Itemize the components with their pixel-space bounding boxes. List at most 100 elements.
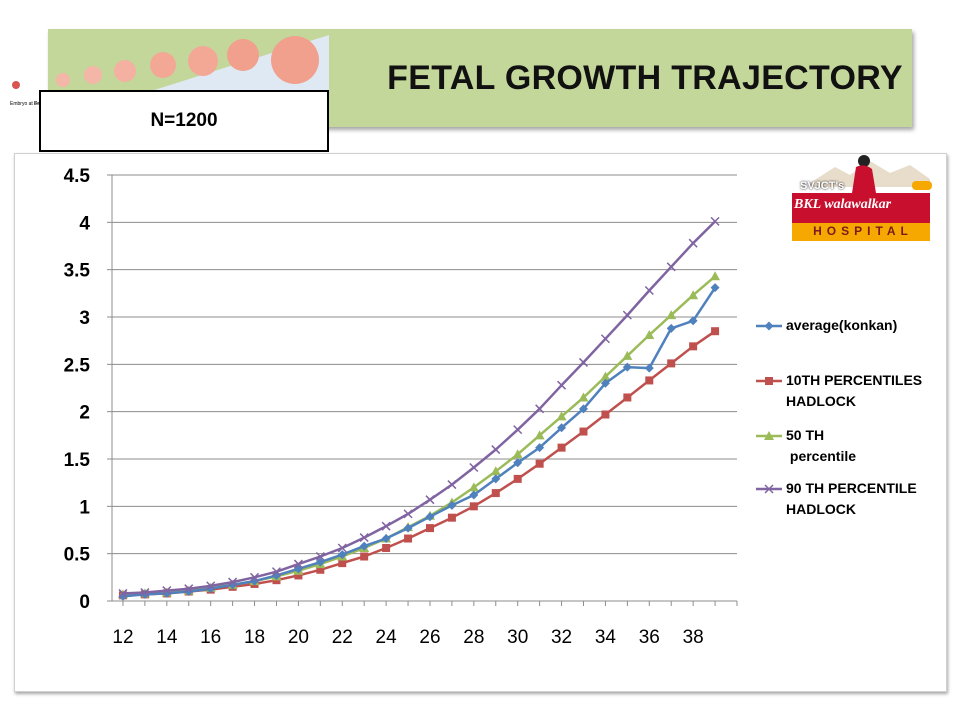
- data-point: [623, 393, 632, 402]
- sample-size-box: N=1200: [39, 90, 329, 152]
- data-point: [382, 543, 391, 552]
- data-point-stroke: [447, 480, 457, 490]
- data-point: [294, 571, 303, 580]
- data-point-stroke: [764, 484, 774, 494]
- data-point-stroke: [622, 310, 632, 320]
- data-point-stroke: [206, 581, 216, 591]
- data-point: [534, 430, 545, 440]
- data-point: [447, 480, 457, 490]
- data-point: [765, 377, 773, 385]
- x-tick-label: 32: [551, 627, 572, 648]
- data-point: [468, 482, 479, 492]
- data-point: [666, 310, 677, 320]
- data-point: [600, 334, 610, 344]
- data-point: [513, 458, 523, 468]
- data-point: [359, 541, 369, 551]
- data-point: [512, 449, 523, 459]
- data-point: [535, 459, 544, 468]
- x-tick-label: 12: [112, 627, 133, 648]
- y-tick-label: 0: [79, 592, 90, 613]
- series-p90: [118, 216, 720, 598]
- data-point: [403, 523, 413, 533]
- data-point-stroke: [491, 445, 501, 455]
- data-point-stroke: [184, 584, 194, 594]
- data-point: [293, 559, 303, 569]
- data-point-stroke: [425, 495, 435, 505]
- legend-key: [756, 377, 782, 385]
- data-point: [315, 557, 325, 567]
- data-point: [404, 534, 413, 543]
- data-point-stroke: [315, 551, 325, 562]
- data-point: [710, 271, 721, 281]
- series-line: [122, 275, 716, 596]
- chart-panel: [14, 153, 947, 692]
- x-tick-label: 38: [683, 627, 704, 648]
- data-point: [337, 543, 347, 553]
- image-caption-1: Embryo at 8 weeks: [10, 101, 53, 107]
- x-tick-label: 20: [288, 627, 309, 648]
- sample-size-label: N=1200: [150, 110, 218, 131]
- data-point-stroke: [666, 262, 676, 272]
- logo-text-line1: SVJCT's: [800, 180, 845, 192]
- legend-label: average(konkan): [786, 317, 898, 333]
- data-point: [359, 533, 369, 543]
- series-line: [122, 220, 716, 595]
- data-point-stroke: [688, 238, 698, 248]
- logo-text-line3: HOSPITAL: [813, 224, 913, 238]
- y-tick-label: 4.5: [64, 166, 91, 187]
- data-point: [764, 321, 774, 331]
- data-point: [578, 357, 589, 367]
- y-tick-label: 3: [79, 308, 90, 329]
- data-point: [556, 411, 567, 421]
- data-point: [447, 513, 456, 522]
- hospital-logo-graphic: [792, 155, 932, 241]
- data-point: [644, 329, 655, 339]
- data-point: [447, 500, 457, 510]
- data-point: [557, 443, 566, 452]
- data-point: [271, 567, 282, 577]
- y-tick-label: 2: [79, 403, 90, 424]
- data-point: [666, 323, 676, 333]
- x-tick-label: 28: [463, 627, 484, 648]
- data-point: [250, 572, 260, 582]
- data-point-stroke: [469, 462, 479, 473]
- data-point: [645, 376, 654, 385]
- x-tick-label: 14: [156, 627, 178, 648]
- data-point-stroke: [118, 588, 128, 598]
- data-point: [710, 283, 720, 293]
- data-point: [425, 495, 435, 505]
- chart-axes: [107, 174, 738, 606]
- y-tick-label: 4: [79, 213, 90, 234]
- data-point: [688, 238, 698, 248]
- data-point: [337, 550, 347, 560]
- data-point: [622, 310, 632, 320]
- x-tick-label: 36: [639, 627, 660, 648]
- data-point: [666, 262, 676, 272]
- data-point-stroke: [162, 586, 172, 596]
- data-point: [710, 216, 720, 226]
- x-tick-label: 30: [507, 627, 528, 648]
- data-point: [688, 290, 699, 300]
- chart-series: [117, 216, 721, 601]
- series-line: [122, 287, 717, 598]
- data-point: [578, 392, 589, 402]
- legend-label: 10TH PERCENTILES HADLOCK: [786, 372, 923, 409]
- data-point: [644, 285, 654, 296]
- data-point: [622, 362, 632, 372]
- x-tick-label: 18: [244, 627, 265, 648]
- data-point: [403, 509, 413, 519]
- y-tick-label: 3.5: [64, 261, 91, 282]
- legend-key: [756, 431, 782, 440]
- data-point: [469, 502, 478, 511]
- data-point-stroke: [578, 357, 589, 367]
- data-point: [600, 378, 610, 388]
- series-line: [122, 330, 716, 597]
- slide-title: FETAL GROWTH TRAJECTORY: [387, 59, 903, 97]
- legend-label: 90 TH PERCENTILE HADLOCK: [786, 480, 917, 517]
- data-point: [118, 588, 128, 598]
- hospital-logo: SVJCT's BKL walawalkar HOSPITAL: [790, 153, 940, 243]
- data-point: [622, 350, 633, 360]
- data-point: [600, 371, 611, 381]
- legend-label: 50 TH percentile: [786, 427, 857, 464]
